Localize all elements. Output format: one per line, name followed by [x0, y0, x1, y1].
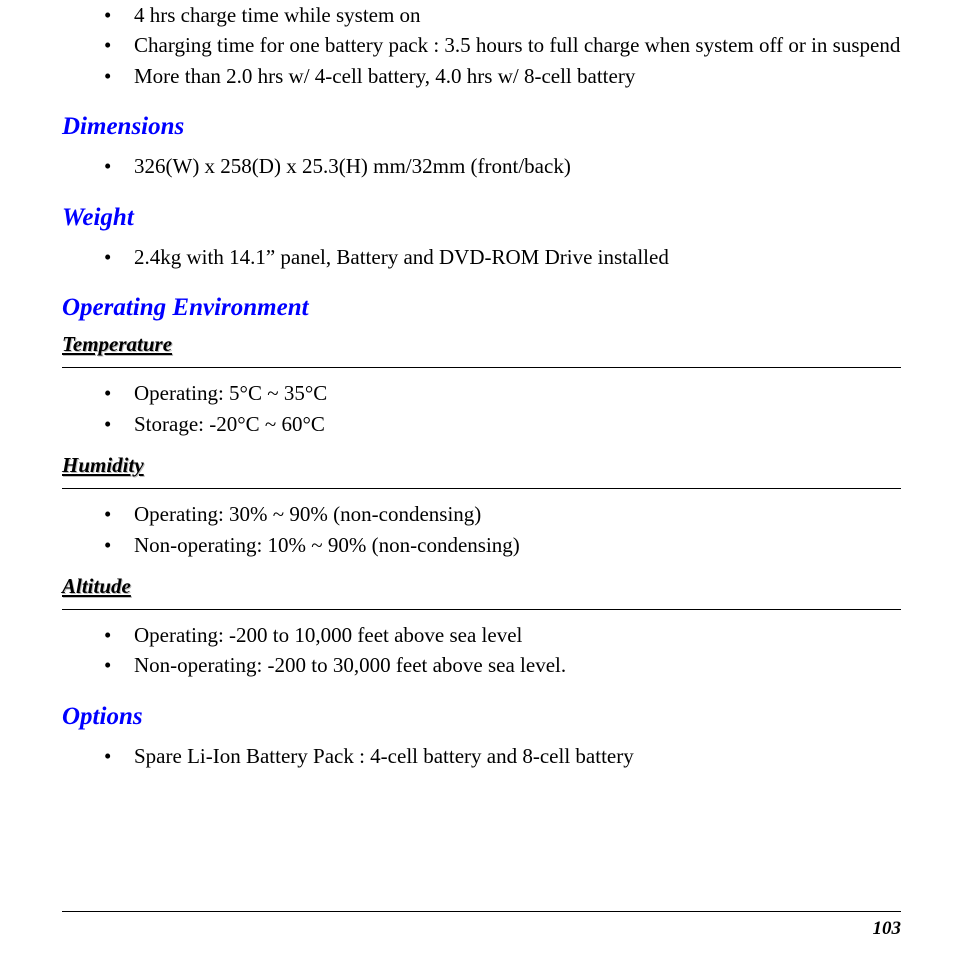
page: 4 hrs charge time while system on Chargi… — [0, 0, 963, 954]
list-item-text: Non-operating: 10% ~ 90% (non-condensing… — [134, 533, 520, 557]
list-item: 4 hrs charge time while system on — [104, 0, 901, 30]
temperature-heading: Temperature — [62, 332, 901, 357]
list-item: Operating: 30% ~ 90% (non-condensing) — [104, 499, 901, 529]
list-item: Operating: -200 to 10,000 feet above sea… — [104, 620, 901, 650]
page-number: 103 — [873, 918, 902, 940]
options-heading: Options — [62, 703, 901, 731]
weight-list: 2.4kg with 14.1” panel, Battery and DVD-… — [62, 242, 901, 272]
list-item: Charging time for one battery pack : 3.5… — [104, 30, 901, 60]
list-item: Spare Li-Ion Battery Pack : 4-cell batte… — [104, 741, 901, 771]
list-item: Operating: 5°C ~ 35°C — [104, 378, 901, 408]
list-item: Non-operating: 10% ~ 90% (non-condensing… — [104, 530, 901, 560]
list-item-text: Operating: 5°C ~ 35°C — [134, 381, 327, 405]
top-charging-list: 4 hrs charge time while system on Chargi… — [62, 0, 901, 91]
altitude-list: Operating: -200 to 10,000 feet above sea… — [62, 620, 901, 681]
list-item-text: Charging time for one battery pack : 3.5… — [134, 33, 900, 57]
list-item-text: Storage: -20°C ~ 60°C — [134, 412, 325, 436]
humidity-list: Operating: 30% ~ 90% (non-condensing) No… — [62, 499, 901, 560]
divider — [62, 367, 901, 368]
list-item: 326(W) x 258(D) x 25.3(H) mm/32mm (front… — [104, 151, 901, 181]
dimensions-list: 326(W) x 258(D) x 25.3(H) mm/32mm (front… — [62, 151, 901, 181]
list-item-text: More than 2.0 hrs w/ 4-cell battery, 4.0… — [134, 64, 635, 88]
list-item-text: 326(W) x 258(D) x 25.3(H) mm/32mm (front… — [134, 154, 571, 178]
list-item-text: Operating: -200 to 10,000 feet above sea… — [134, 623, 522, 647]
divider — [62, 609, 901, 610]
list-item: More than 2.0 hrs w/ 4-cell battery, 4.0… — [104, 61, 901, 91]
weight-heading: Weight — [62, 204, 901, 232]
operating-environment-heading: Operating Environment — [62, 294, 901, 322]
footer-divider — [62, 911, 901, 912]
humidity-heading: Humidity — [62, 453, 901, 478]
temperature-list: Operating: 5°C ~ 35°C Storage: -20°C ~ 6… — [62, 378, 901, 439]
list-item-text: Spare Li-Ion Battery Pack : 4-cell batte… — [134, 744, 634, 768]
list-item: Non-operating: -200 to 30,000 feet above… — [104, 650, 901, 680]
dimensions-heading: Dimensions — [62, 113, 901, 141]
options-list: Spare Li-Ion Battery Pack : 4-cell batte… — [62, 741, 901, 771]
altitude-heading: Altitude — [62, 574, 901, 599]
list-item: 2.4kg with 14.1” panel, Battery and DVD-… — [104, 242, 901, 272]
list-item: Storage: -20°C ~ 60°C — [104, 409, 901, 439]
list-item-text: 4 hrs charge time while system on — [134, 3, 421, 27]
list-item-text: Non-operating: -200 to 30,000 feet above… — [134, 653, 566, 677]
list-item-text: Operating: 30% ~ 90% (non-condensing) — [134, 502, 481, 526]
divider — [62, 488, 901, 489]
list-item-text: 2.4kg with 14.1” panel, Battery and DVD-… — [134, 245, 669, 269]
